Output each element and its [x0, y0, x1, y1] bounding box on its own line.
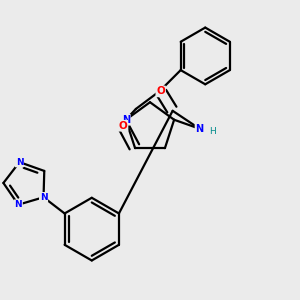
- Text: N: N: [16, 158, 23, 166]
- Text: O: O: [119, 121, 128, 131]
- Text: N: N: [196, 124, 204, 134]
- Text: N: N: [14, 200, 22, 209]
- Text: N: N: [40, 193, 47, 202]
- Text: H: H: [210, 127, 216, 136]
- Text: O: O: [156, 86, 165, 96]
- Text: N: N: [122, 115, 130, 125]
